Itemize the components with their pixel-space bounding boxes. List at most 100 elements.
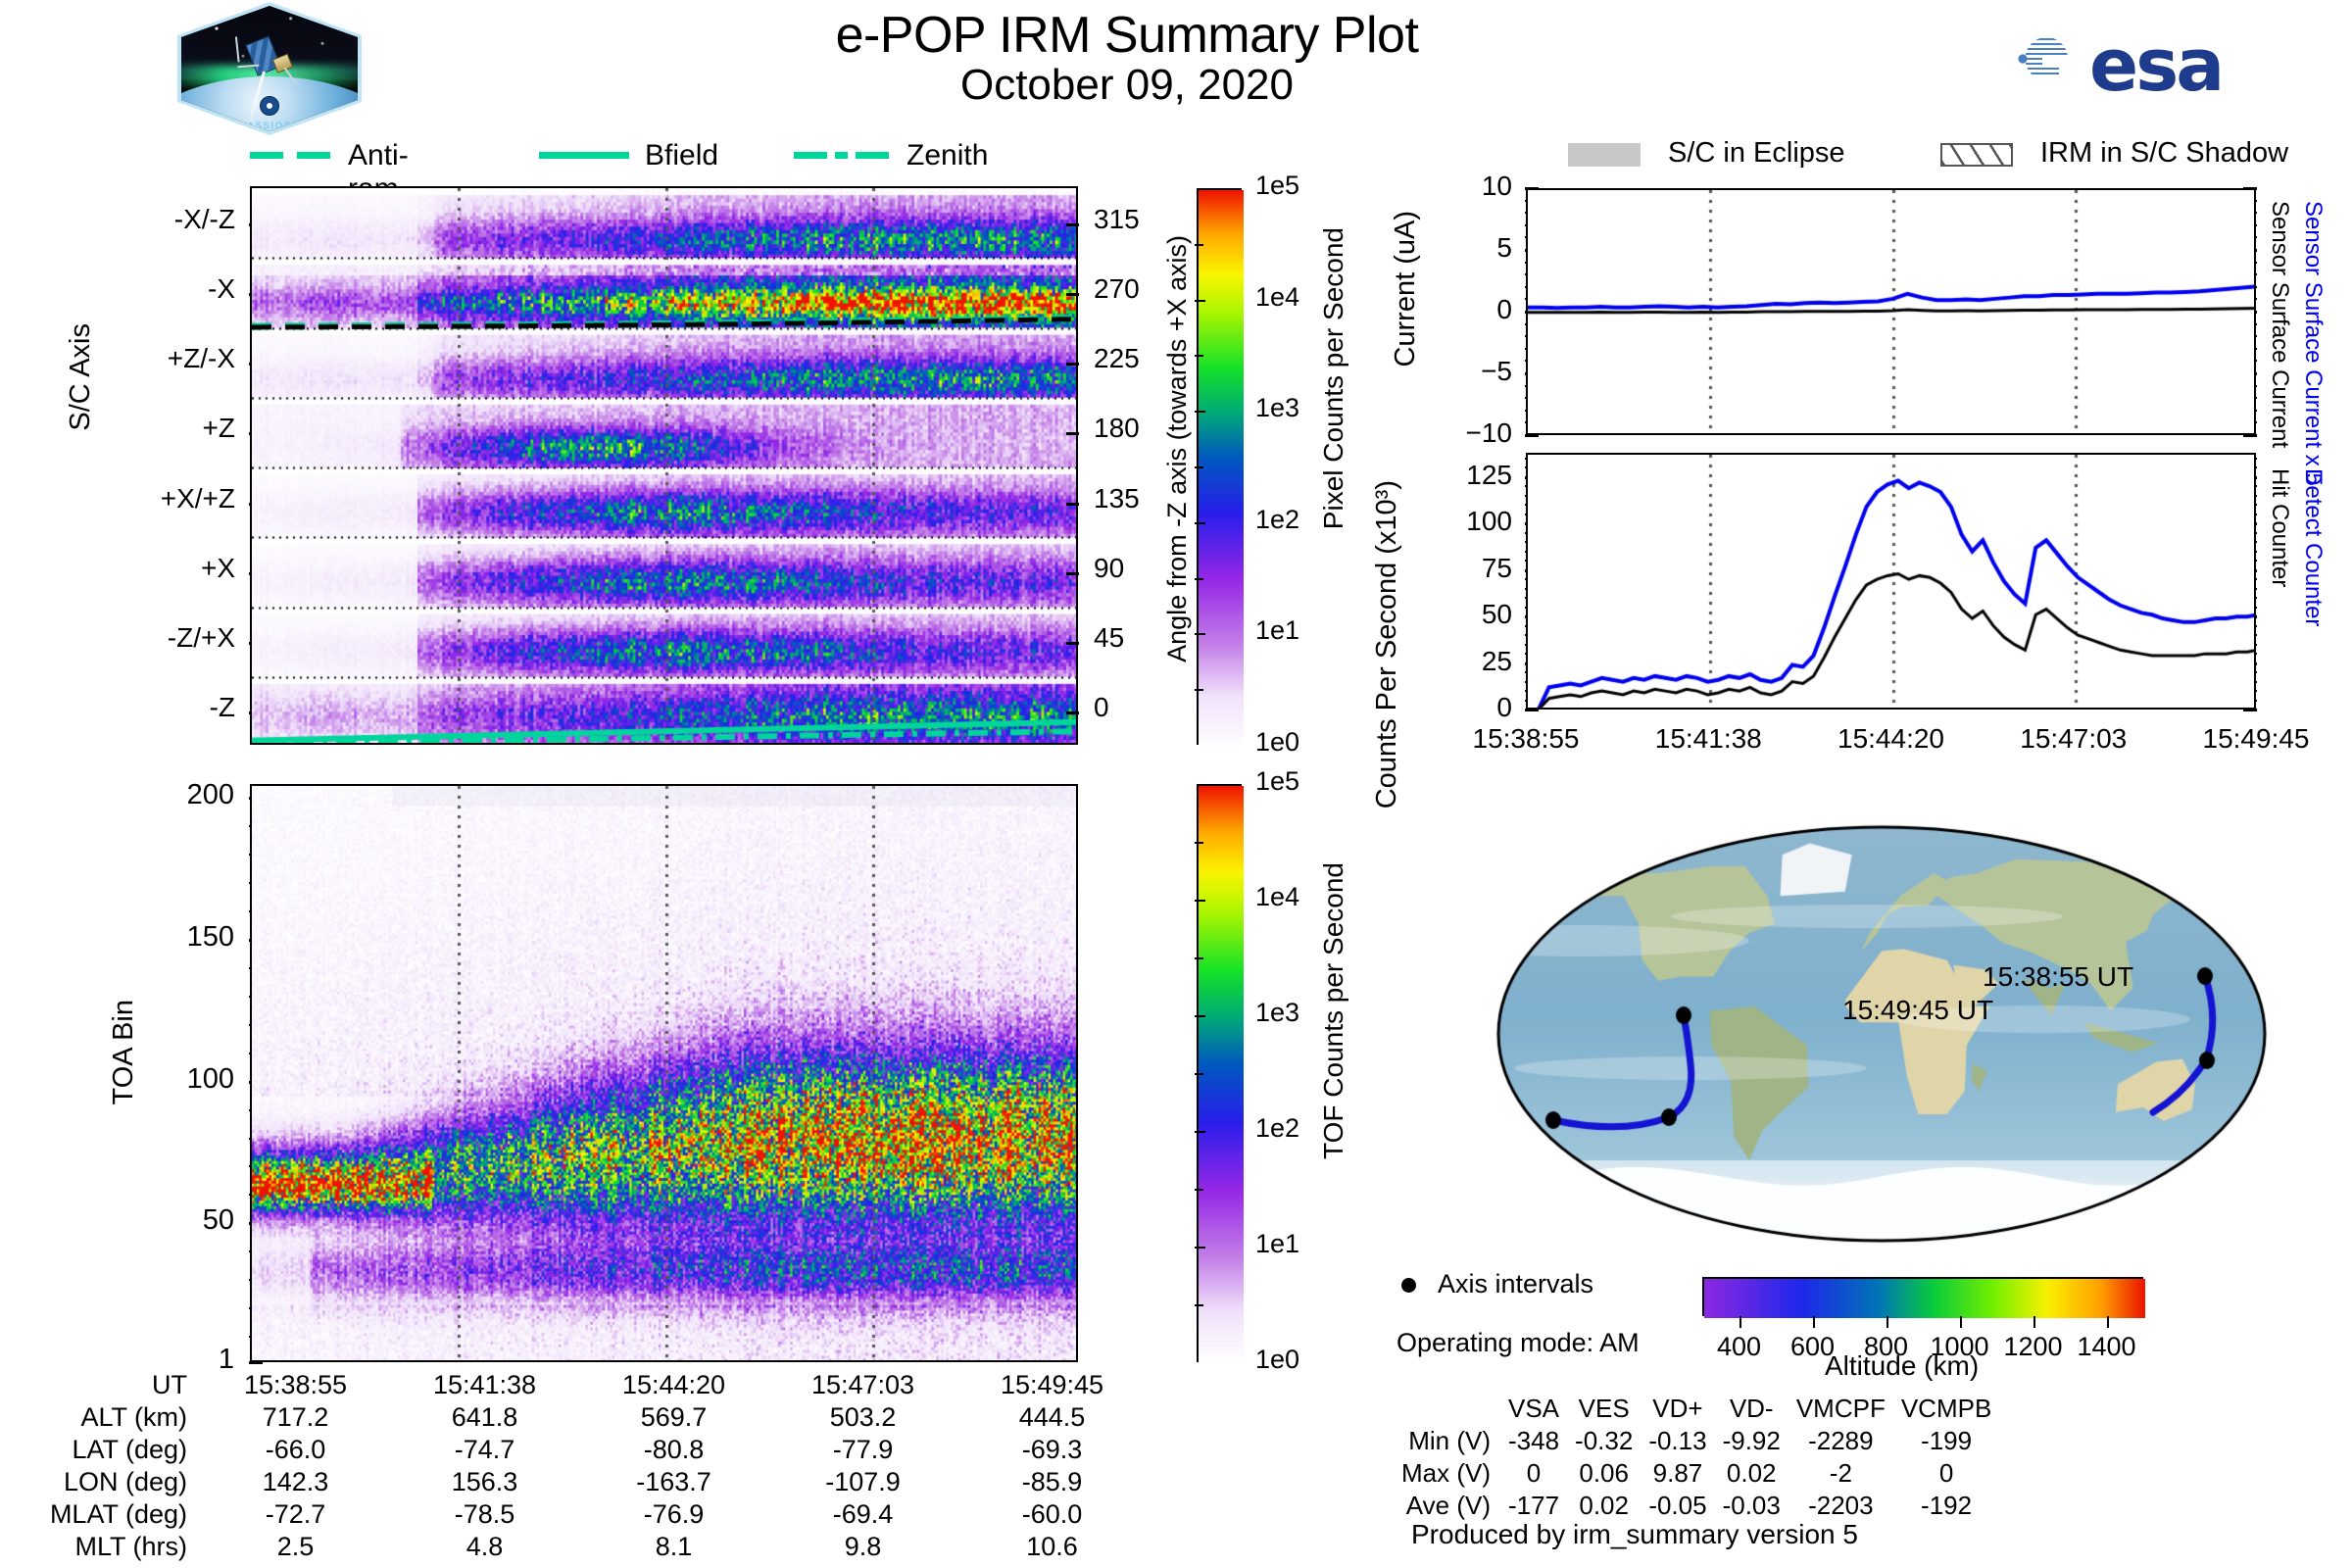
ut-cell: -66.0 [265,1435,326,1464]
ut-cell: 15:49:45 [1000,1370,1104,1399]
counts-x-label-4: 15:49:45 [2202,723,2310,754]
voltage-cell: -199 [1921,1426,1973,1455]
map-end-time-label: 15:49:45 UT [1842,995,1994,1025]
current-panel[interactable] [1526,188,2256,435]
spectrogram-axis-label-6: -Z/+X [167,622,235,654]
voltage-table-row: Max (V) 0 0.06 9.87 0.02 -2 0 [1401,1458,2007,1491]
esa-mark-icon [2001,14,2068,103]
voltage-cell: -348 [1508,1426,1560,1455]
ut-cell: 641.8 [451,1402,518,1432]
ut-cell: 444.5 [1018,1402,1086,1432]
eclipse-legend: S/C in Eclipse IRM in S/C Shadow [1568,137,2313,172]
ut-row-label: ALT (km) [80,1402,187,1432]
ut-cell: -107.9 [825,1467,901,1496]
ut-table-row: LON (deg) 142.3 156.3 -163.7 -107.9 -85.9 [20,1467,1147,1499]
ut-cell: 8.1 [655,1532,693,1561]
voltage-table-row: Ave (V) -177 0.02 -0.05 -0.03 -2203 -192 [1401,1491,2007,1523]
voltage-cell: -0.05 [1648,1491,1707,1520]
spectrogram-angle-label-3: 180 [1094,413,1140,444]
voltage-header-row: VSA VES VD+ VD- VMCPF VCMPB [1401,1394,2007,1426]
spectrogram-angle-label-7: 0 [1094,692,1109,723]
pixel-spectrogram-panel[interactable] [250,186,1078,745]
voltage-column-header: VSA [1508,1394,1560,1423]
cassiope-logo: CASSIOPE [177,2,362,135]
counts-panel[interactable] [1526,453,2256,710]
ut-row-label: LAT (deg) [72,1435,187,1464]
voltage-column-header: VD- [1729,1394,1774,1423]
ut-table-row: MLT (hrs) 2.5 4.8 8.1 9.8 10.6 [20,1532,1147,1564]
voltage-cell: -2 [1829,1458,1852,1488]
counts-tick-label-4: 25 [1481,645,1512,676]
ut-cell: 717.2 [262,1402,329,1432]
ut-cell: 142.3 [262,1467,329,1496]
eclipse-swatch [1568,143,1641,167]
ut-cell: -74.7 [454,1435,515,1464]
cassiope-wordmark: CASSIOPE [238,121,300,130]
ut-cell: -76.9 [643,1499,705,1529]
voltage-stats-table: VSA VES VD+ VD- VMCPF VCMPB Min (V) -348 -0.32 -0… [1401,1394,2007,1523]
ut-cell: 15:44:20 [621,1370,726,1399]
ut-cell: 15:47:03 [810,1370,915,1399]
eclipse-legend-label: S/C in Eclipse [1668,137,1845,169]
altitude-colorbar [1702,1277,2145,1318]
pixel-colorbar [1197,188,1244,747]
spectrogram-axis-label-2: +Z/-X [167,343,235,374]
voltage-cell: 0 [1526,1458,1542,1488]
voltage-cell: -192 [1921,1491,1973,1520]
counts-tick-label-5: 0 [1496,692,1512,722]
voltage-corner [1401,1394,1508,1426]
tof-colorbar-label: TOF Counts per Second [1318,862,1348,1159]
ut-cell: -72.7 [265,1499,326,1529]
current-right-label-black: Sensor Surface Current [2267,201,2293,449]
ut-table-row: LAT (deg) -66.0 -74.7 -80.8 -77.9 -69.3 [20,1435,1147,1467]
produced-by-label: Produced by irm_summary version 5 [1411,1519,1858,1549]
counts-x-label-2: 15:44:20 [1838,723,1944,754]
tof-cbar-label-3: 1e2 [1255,1113,1300,1143]
toa-tick-label-2: 100 [186,1062,234,1095]
ut-cell: -69.4 [832,1499,894,1529]
spectrogram-axis-label-0: -X/-Z [173,203,235,234]
esa-logo: esa [1999,8,2293,110]
ut-row-label: MLT (hrs) [74,1532,188,1561]
current-tick-label-1: 5 [1496,232,1512,263]
altitude-cbar-label-4: 1200 [2003,1332,2063,1361]
altitude-cbar-label-5: 1400 [2077,1332,2136,1361]
ut-parameter-table: UT 15:38:55 15:41:38 15:44:20 15:47:03 15:49:… [20,1370,1147,1564]
counts-x-label-3: 15:47:03 [2020,723,2128,754]
altitude-colorbar-label: Altitude (km) [1825,1350,1980,1381]
voltage-row-label: Max (V) [1401,1458,1491,1488]
voltage-cell: -2289 [1808,1426,1874,1455]
pixel-cbar-label-2: 1e3 [1255,393,1300,423]
current-tick-label-2: 0 [1496,294,1512,324]
spectrogram-angle-label-0: 315 [1094,203,1140,234]
toa-spectrogram-panel[interactable] [250,784,1078,1362]
voltage-cell: 0.06 [1579,1458,1629,1488]
voltage-column-header: VD+ [1652,1394,1703,1423]
ut-cell: -69.3 [1021,1435,1083,1464]
voltage-cell: -0.03 [1722,1491,1781,1520]
ut-cell: 9.8 [844,1532,882,1561]
orbit-map[interactable]: 15:49:45 UT 15:38:55 UT [1494,823,2269,1245]
ut-cell: 10.6 [1026,1532,1078,1561]
pixel-colorbar-label: Pixel Counts per Second [1318,227,1348,530]
legend-label-zenith: Zenith [906,139,989,172]
counts-tick-label-3: 50 [1481,599,1512,630]
toa-tick-label-1: 150 [186,921,234,954]
spectrogram-legend: Anti-ram Bfield Zenith [250,137,1034,205]
ut-table-row: UT 15:38:55 15:41:38 15:44:20 15:47:03 15:49:… [20,1370,1147,1402]
spectrogram-right-ylabel: Angle from -Z axis (towards +X axis) [1162,235,1192,662]
page-title: e-POP IRM Summary Plot [835,7,1419,64]
voltage-cell: -0.13 [1648,1426,1707,1455]
map-start-time-label: 15:38:55 UT [1983,961,2134,992]
spectrogram-ylabel: S/C Axis [65,323,96,431]
altitude-cbar-label-2: 800 [1863,1332,1909,1361]
ut-cell: 2.5 [276,1532,315,1561]
ut-row-label: UT [152,1370,187,1399]
voltage-cell: 0.02 [1579,1491,1629,1520]
axis-intervals-legend: Axis intervals [1401,1269,1593,1299]
ut-row-label: LON (deg) [63,1467,187,1496]
spectrogram-angle-label-5: 90 [1094,552,1125,583]
voltage-table-row: Min (V) -348 -0.32 -0.13 -9.92 -2289 -199 [1401,1426,2007,1458]
axis-interval-dot-icon [1401,1278,1416,1294]
ut-cell: 15:41:38 [432,1370,537,1399]
